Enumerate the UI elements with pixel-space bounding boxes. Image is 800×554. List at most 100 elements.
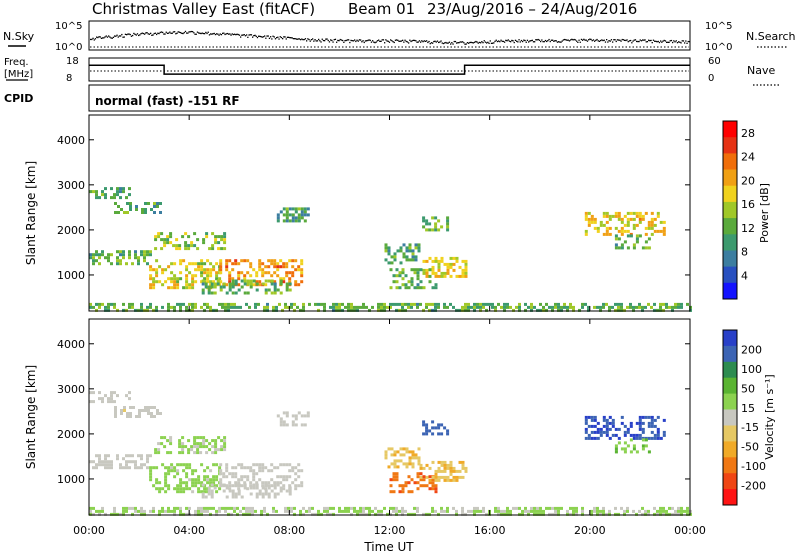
heatmap-cell (344, 305, 347, 309)
heatmap-cell (276, 492, 280, 496)
heatmap-cell (261, 463, 265, 467)
heatmap-cell (575, 509, 578, 513)
heatmap-cell (261, 268, 265, 272)
heatmap-cell (246, 271, 250, 275)
nsky-point (663, 39, 665, 42)
heatmap-cell (120, 409, 123, 412)
heatmap-cell (222, 489, 226, 493)
nsky-point (402, 39, 404, 41)
heatmap-cell (407, 490, 411, 494)
heatmap-cell (208, 442, 212, 446)
heatmap-cell (215, 274, 219, 278)
heatmap-cell (647, 220, 651, 224)
heatmap-cell (270, 291, 274, 295)
heatmap-cell (225, 262, 229, 266)
heatmap-cell (98, 391, 101, 395)
heatmap-cell (608, 421, 612, 425)
heatmap-cell (402, 243, 406, 247)
heatmap-cell (392, 472, 396, 476)
heatmap-cell (509, 509, 512, 513)
heatmap-cell (464, 262, 468, 266)
heatmap-cell (390, 447, 394, 451)
heatmap-cell (617, 214, 621, 218)
heatmap-cell (434, 216, 438, 220)
heatmap-cell (626, 246, 630, 250)
heatmap-cell (393, 252, 397, 256)
heatmap-cell (449, 256, 453, 260)
heatmap-cell (224, 509, 227, 513)
heatmap-cell (288, 484, 292, 488)
heatmap-cell (270, 478, 274, 482)
heatmap-cell (288, 277, 292, 281)
nsky-point (625, 39, 627, 42)
nsky-point (415, 40, 417, 42)
heatmap-cell (617, 211, 621, 215)
heatmap-cell (285, 463, 289, 467)
heatmap-cell (419, 463, 423, 467)
heatmap-cell (629, 421, 633, 425)
heatmap-cell (641, 246, 645, 250)
heatmap-cell (170, 271, 174, 275)
nsky-point (438, 41, 440, 44)
heatmap-cell (194, 262, 198, 266)
nsky-point (318, 38, 320, 41)
heatmap-cell (443, 466, 447, 470)
heatmap-cell (89, 190, 92, 194)
nsky-point (610, 39, 613, 41)
heatmap-cell (458, 265, 462, 269)
heatmap-cell (581, 302, 584, 306)
nsky-point (190, 30, 193, 33)
heatmap-cell (191, 280, 195, 284)
heatmap-cell (614, 512, 617, 516)
heatmap-cell (98, 463, 101, 467)
heatmap-cell (629, 302, 632, 306)
heatmap-cell (395, 509, 398, 513)
heatmap-cell (217, 247, 221, 251)
heatmap-cell (95, 302, 98, 306)
heatmap-cell (506, 506, 509, 510)
heatmap-cell (135, 415, 138, 418)
heatmap-cell (282, 277, 286, 281)
heatmap-cell (683, 509, 686, 513)
heatmap-cell (209, 512, 212, 516)
heatmap-cell (101, 463, 104, 467)
nsky-point (217, 33, 219, 35)
heatmap-cell (149, 250, 152, 254)
heatmap-cell (410, 512, 413, 516)
heatmap-cell (425, 259, 429, 263)
heatmap-cell (308, 302, 311, 306)
heatmap-cell (557, 512, 560, 516)
heatmap-cell (425, 271, 429, 275)
heatmap-cell (273, 483, 277, 487)
heatmap-cell (225, 291, 229, 295)
nsky-point (268, 37, 271, 39)
heatmap-cell (209, 484, 213, 488)
heatmap-cell (230, 305, 233, 309)
heatmap-cell (178, 439, 182, 443)
heatmap-cell (446, 463, 450, 467)
nsky-point (548, 38, 550, 41)
heatmap-cell (254, 305, 257, 309)
heatmap-cell (261, 282, 265, 286)
nsky-point (561, 40, 563, 42)
nsky-point (470, 41, 472, 43)
heatmap-cell (161, 463, 165, 467)
heatmap-cell (187, 448, 191, 452)
heatmap-cell (251, 512, 254, 516)
heatmap-cell (398, 271, 402, 275)
heatmap-cell (140, 305, 143, 309)
nsky-point (241, 34, 243, 36)
heatmap-cell (632, 436, 636, 440)
heatmap-cell (234, 483, 238, 487)
nsky-point (159, 31, 161, 34)
heatmap-cell (270, 489, 274, 493)
heatmap-cell (169, 241, 173, 245)
heatmap-cell (227, 302, 230, 306)
heatmap-cell (137, 466, 140, 470)
heatmap-cell (270, 274, 274, 278)
heatmap-cell (242, 512, 245, 516)
heatmap-cell (596, 506, 599, 510)
heatmap-cell (173, 277, 177, 281)
heatmap-cell (137, 509, 140, 513)
heatmap-cell (258, 463, 262, 467)
